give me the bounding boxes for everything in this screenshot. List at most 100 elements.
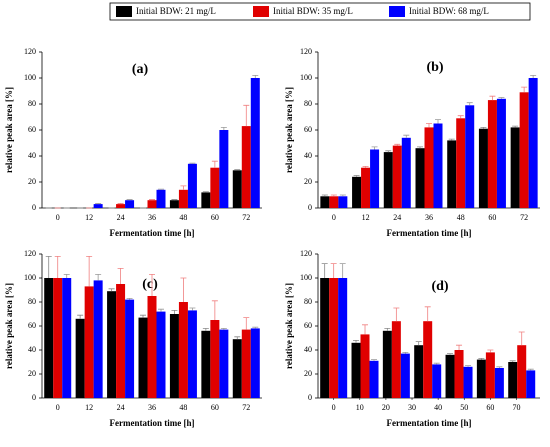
error-bar xyxy=(158,308,164,312)
error-bar xyxy=(478,358,485,360)
y-tick-label: 0 xyxy=(308,393,312,402)
bar xyxy=(53,278,63,398)
y-tick-label: 40 xyxy=(28,151,36,160)
bar xyxy=(478,128,488,208)
bar xyxy=(445,354,455,398)
error-bar xyxy=(465,365,472,367)
panel-label: (c) xyxy=(142,277,158,292)
legend-label: Initial BDW: 68 mg/L xyxy=(409,6,489,16)
error-bar xyxy=(189,307,196,311)
bar xyxy=(75,318,85,398)
bar xyxy=(125,299,135,398)
y-tick-label: 80 xyxy=(28,99,36,108)
error-bar xyxy=(498,97,505,99)
bar xyxy=(510,127,520,208)
error-bar xyxy=(108,288,115,292)
x-tick-label: 36 xyxy=(148,403,156,412)
x-tick-label: 36 xyxy=(425,213,433,222)
bar xyxy=(415,148,425,208)
bar xyxy=(178,302,188,398)
y-tick-label: 20 xyxy=(28,369,36,378)
x-tick-label: 20 xyxy=(382,403,390,412)
y-tick-label: 20 xyxy=(304,177,312,186)
bar xyxy=(508,362,518,398)
bar xyxy=(338,196,348,208)
error-bar xyxy=(140,314,146,318)
error-bar xyxy=(371,146,378,150)
error-bar xyxy=(426,123,432,128)
bar xyxy=(519,92,529,208)
y-tick-label: 100 xyxy=(300,73,312,82)
x-tick-label: 60 xyxy=(211,403,219,412)
bar xyxy=(156,189,166,208)
x-axis-title: Fermentation time [h] xyxy=(110,228,195,238)
bar xyxy=(487,100,497,208)
x-tick-label: 12 xyxy=(362,213,370,222)
legend-swatch xyxy=(253,6,269,17)
error-bar xyxy=(321,194,328,197)
error-bar xyxy=(509,360,516,362)
error-bar xyxy=(339,194,346,197)
bar xyxy=(494,368,504,398)
bar xyxy=(147,200,157,208)
y-tick-label: 20 xyxy=(28,177,36,186)
bar xyxy=(219,329,229,398)
error-bar xyxy=(530,75,537,78)
bar xyxy=(401,137,411,208)
y-tick-label: 80 xyxy=(304,297,312,306)
error-bar xyxy=(180,185,187,190)
y-tick-label: 100 xyxy=(300,273,312,282)
error-bar xyxy=(220,127,227,130)
y-tick-label: 60 xyxy=(304,125,312,134)
bar xyxy=(116,204,126,208)
error-bar xyxy=(385,150,392,153)
bar xyxy=(392,145,402,208)
bar xyxy=(338,278,348,398)
error-bar xyxy=(95,274,102,281)
error-bar xyxy=(211,160,218,168)
bar xyxy=(528,78,538,208)
x-tick-label: 70 xyxy=(512,403,520,412)
bar xyxy=(84,286,94,398)
legend-swatch xyxy=(116,6,132,17)
error-bar xyxy=(435,119,441,124)
x-tick-label: 12 xyxy=(85,213,93,222)
error-bar xyxy=(353,340,360,343)
bar xyxy=(320,278,330,398)
bar xyxy=(156,311,166,398)
bar xyxy=(351,342,361,398)
error-bar xyxy=(189,162,196,164)
error-bar xyxy=(252,326,259,329)
bar xyxy=(382,330,392,398)
error-bar xyxy=(117,268,124,284)
error-bar xyxy=(433,362,440,365)
error-bar xyxy=(126,199,133,201)
error-bar xyxy=(402,352,409,354)
x-tick-label: 12 xyxy=(85,403,93,412)
y-tick-label: 40 xyxy=(304,345,312,354)
legend-label: Initial BDW: 35 mg/L xyxy=(273,6,353,16)
bar xyxy=(62,278,72,398)
bar xyxy=(361,167,371,208)
bar xyxy=(370,149,380,208)
y-tick-label: 60 xyxy=(28,321,36,330)
error-bar xyxy=(518,331,525,346)
legend-box xyxy=(109,2,531,21)
error-bar xyxy=(330,194,337,197)
error-bar xyxy=(321,263,328,278)
error-bar xyxy=(447,353,454,355)
y-tick-label: 40 xyxy=(28,345,36,354)
x-tick-label: 60 xyxy=(486,403,494,412)
error-bar xyxy=(171,310,178,314)
bar xyxy=(187,163,197,208)
bar xyxy=(423,321,433,398)
error-bar xyxy=(171,199,178,201)
bar xyxy=(201,192,211,208)
error-bar xyxy=(45,255,52,278)
error-bar xyxy=(362,166,369,168)
y-tick-label: 120 xyxy=(24,249,36,258)
bar xyxy=(138,317,148,398)
bar xyxy=(476,359,486,398)
error-bar xyxy=(339,263,346,278)
y-tick-label: 0 xyxy=(32,203,36,212)
